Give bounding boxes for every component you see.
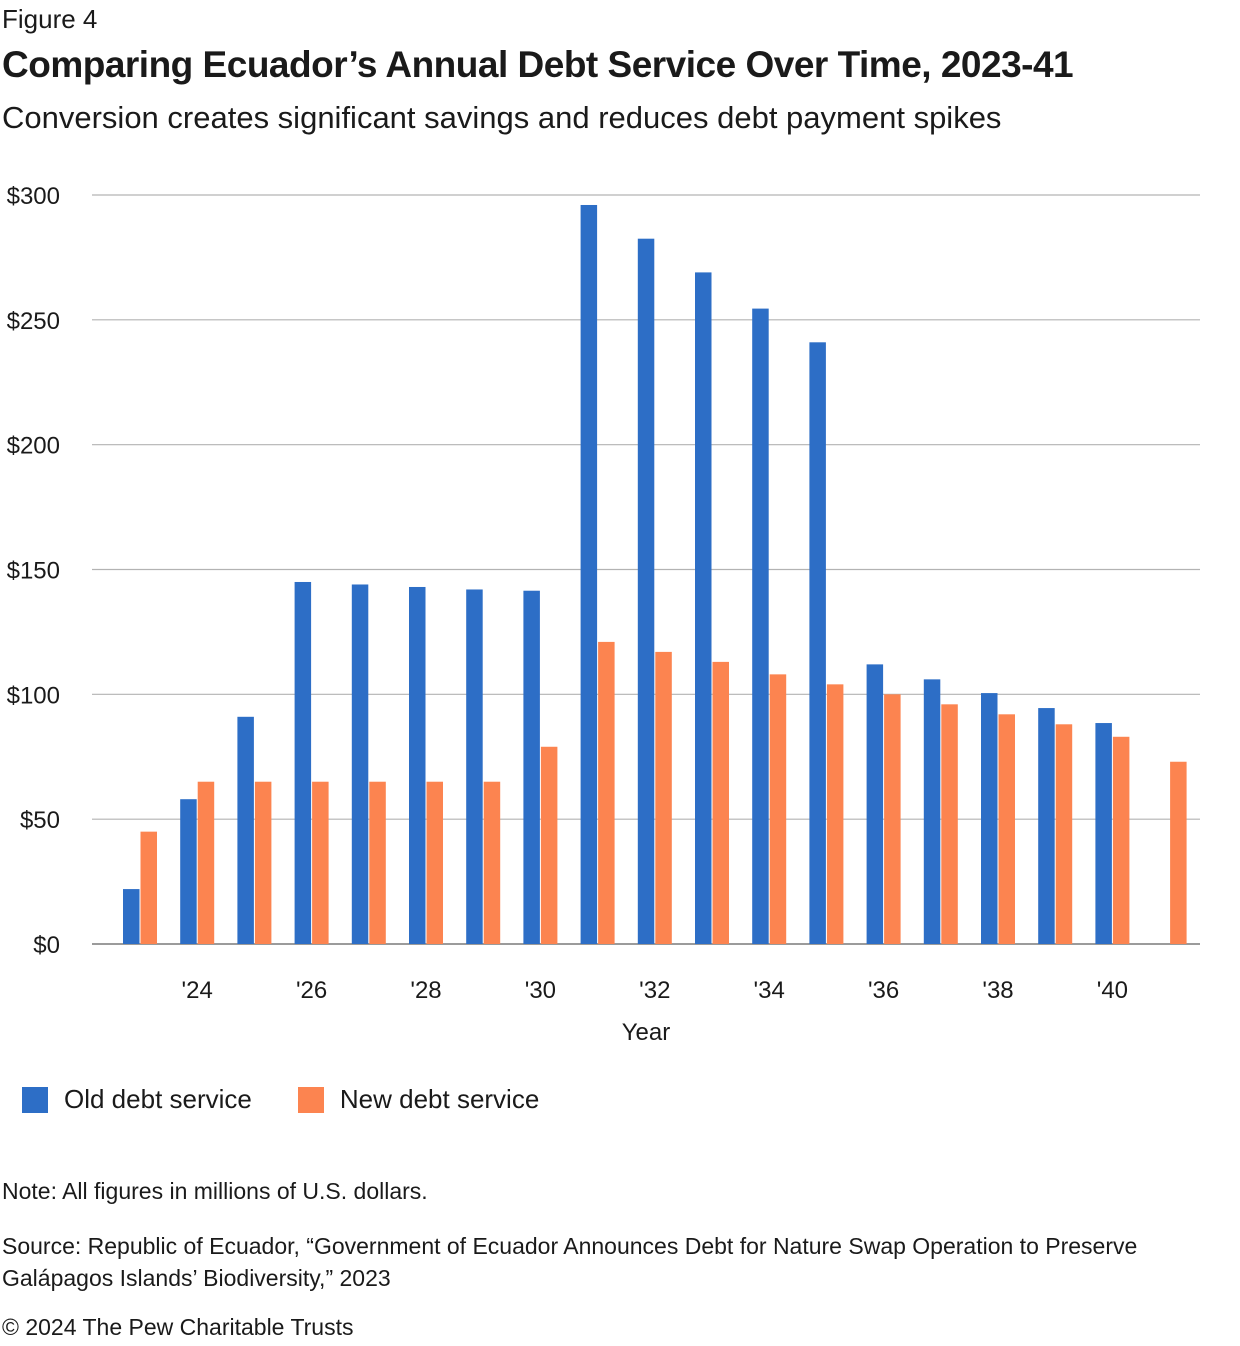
bar-new: [884, 694, 901, 944]
bar-old: [409, 586, 426, 944]
x-tick-label: '38: [982, 977, 1013, 1004]
bar-new: [655, 651, 672, 944]
chart-title: Comparing Ecuador’s Annual Debt Service …: [2, 44, 1074, 85]
bar-old: [466, 589, 483, 944]
y-tick-label: $300: [7, 183, 60, 210]
footnote: Note: All figures in millions of U.S. do…: [2, 1178, 428, 1204]
copyright: © 2024 The Pew Charitable Trusts: [2, 1314, 354, 1340]
bar-new: [254, 781, 272, 944]
legend-label-new: New debt service: [339, 1084, 540, 1114]
y-tick-label: $0: [33, 932, 60, 959]
legend-label-old: Old debt service: [64, 1084, 252, 1114]
bar-old: [866, 664, 884, 944]
y-tick-label: $100: [7, 682, 60, 709]
bar-old: [294, 581, 312, 944]
legend: Old debt service New debt service: [22, 1084, 585, 1115]
legend-item-old: Old debt service: [22, 1084, 252, 1115]
chart-subtitle: Conversion creates significant savings a…: [2, 100, 1002, 135]
x-tick-label: '28: [410, 977, 441, 1004]
legend-item-new: New debt service: [297, 1084, 540, 1115]
bar-chart: $0 $50 $100 $150 $200 $250 $300 '24 '26 '28 '30 '32…: [7, 183, 1200, 1046]
bar-new: [312, 781, 329, 944]
bar-new: [540, 746, 558, 944]
x-tick-label: '34: [754, 977, 785, 1004]
bar-old: [752, 308, 769, 944]
bar-new: [197, 781, 215, 944]
bar-new: [712, 661, 729, 944]
figure-label: Figure 4: [2, 4, 98, 34]
legend-swatch-old: [22, 1086, 48, 1113]
bar-old: [180, 799, 197, 944]
legend-swatch-new: [297, 1086, 324, 1113]
y-tick-label: $50: [20, 807, 60, 834]
y-tick-label: $250: [7, 308, 60, 335]
bar-old: [351, 584, 369, 944]
x-tick-label: '24: [182, 977, 213, 1004]
bar-new: [769, 674, 787, 944]
bar-old: [695, 272, 712, 944]
bar-new: [998, 714, 1015, 944]
source-note: Source: Republic of Ecuador, “Government…: [2, 1233, 1138, 1291]
bar-old: [523, 590, 540, 944]
bar-new: [426, 781, 443, 944]
y-tick-label: $150: [7, 558, 60, 585]
x-tick-label: '36: [868, 977, 899, 1004]
bar-new: [483, 781, 501, 944]
y-tick-label: $200: [7, 433, 60, 460]
bar-new: [598, 641, 615, 944]
bar-new: [140, 831, 157, 944]
x-tick-label: '40: [1097, 977, 1128, 1004]
bar-old: [1095, 723, 1112, 944]
bar-old: [637, 238, 655, 945]
bar-new: [826, 684, 844, 944]
bar-new: [941, 704, 958, 944]
bar-old: [1038, 708, 1055, 944]
x-tick-label: '30: [525, 977, 556, 1004]
x-tick-label: '32: [639, 977, 670, 1004]
x-tick-label: '26: [296, 977, 327, 1004]
bar-old: [923, 679, 941, 944]
bar-old: [580, 204, 598, 944]
bar-new: [1055, 724, 1073, 944]
bar-old: [981, 693, 998, 944]
bar-new: [1170, 761, 1187, 944]
bar-old: [123, 889, 140, 944]
bar-new: [369, 781, 386, 944]
bar-new: [1112, 736, 1130, 944]
x-axis-label: Year: [622, 1019, 671, 1046]
bar-old: [809, 342, 826, 944]
bar-old: [237, 716, 254, 944]
